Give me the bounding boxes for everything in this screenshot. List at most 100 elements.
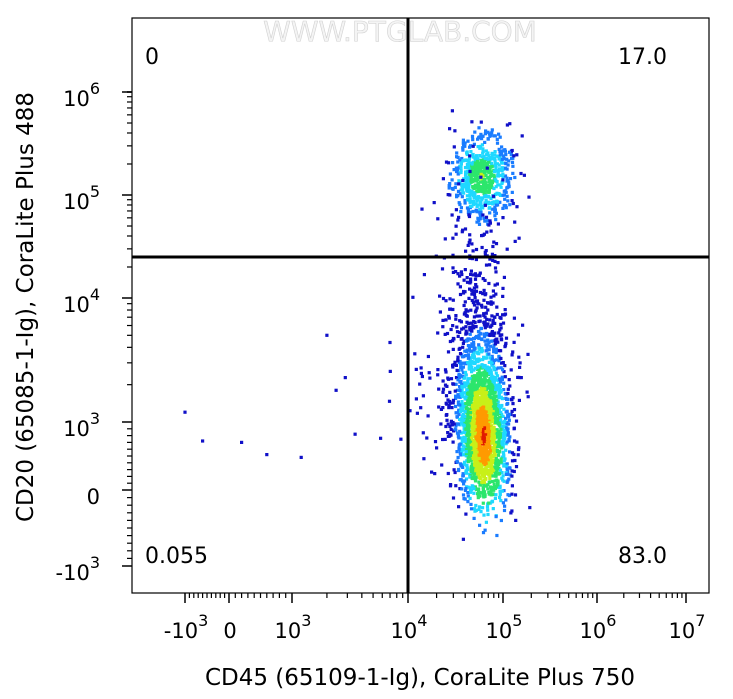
event-dot — [493, 496, 497, 500]
event-dot — [482, 457, 486, 461]
event-dot — [466, 243, 470, 247]
event-dot — [494, 270, 498, 274]
event-dot — [486, 404, 490, 408]
event-dot — [490, 465, 494, 469]
event-dot — [500, 476, 504, 480]
event-dot — [498, 486, 502, 490]
event-dot — [454, 317, 458, 321]
event-dot — [473, 456, 477, 460]
event-dot — [460, 487, 464, 491]
event-dot — [510, 353, 514, 357]
event-dot — [488, 421, 492, 425]
event-dot — [473, 404, 477, 408]
event-dot — [500, 489, 504, 493]
event-dot — [468, 390, 472, 394]
event-dot — [467, 415, 471, 419]
event-dot — [494, 218, 498, 222]
plot-frame — [131, 17, 710, 594]
event-dot — [480, 143, 484, 147]
event-dot — [477, 384, 481, 388]
event-dot — [469, 269, 473, 273]
event-dot — [474, 186, 478, 190]
event-dot — [500, 403, 504, 408]
event-dot — [487, 281, 491, 286]
event-dot — [495, 478, 499, 482]
event-dot — [475, 401, 479, 405]
event-dot — [450, 186, 455, 191]
event-dot — [480, 473, 485, 477]
event-dot — [490, 164, 494, 169]
event-dot — [462, 289, 466, 294]
event-dot — [456, 395, 460, 399]
x-tick-exponent: 5 — [512, 611, 522, 630]
event-dot — [505, 167, 509, 171]
event-dot — [501, 175, 505, 179]
event-dot — [469, 176, 473, 180]
event-dot — [444, 370, 448, 374]
event-dot — [485, 230, 489, 234]
event-dot — [493, 387, 497, 391]
event-dot — [456, 218, 460, 222]
event-dot — [513, 239, 517, 243]
event-dot — [492, 482, 496, 487]
event-dot — [493, 453, 497, 457]
event-dot — [505, 176, 509, 180]
event-dot — [459, 161, 463, 165]
event-dot — [486, 168, 490, 172]
event-dot — [491, 479, 495, 484]
event-dot — [201, 439, 205, 443]
event-dot — [504, 448, 508, 452]
event-dot — [448, 432, 452, 436]
event-dot — [452, 145, 456, 149]
event-dot — [474, 202, 478, 206]
event-dot — [471, 273, 475, 277]
event-dot — [470, 192, 474, 196]
event-dot — [461, 371, 465, 375]
event-dot — [509, 149, 513, 153]
event-dot — [515, 205, 519, 209]
event-dot — [471, 169, 475, 173]
event-dot — [462, 361, 466, 365]
event-dot — [480, 198, 484, 202]
event-dot — [465, 411, 469, 415]
event-dot — [458, 429, 462, 433]
event-dot — [470, 370, 474, 374]
event-dot — [462, 303, 466, 308]
event-dot — [475, 314, 479, 318]
event-dot — [446, 398, 450, 402]
event-dot — [494, 371, 498, 375]
event-dot — [470, 469, 474, 473]
event-dot — [458, 374, 462, 378]
event-dot — [499, 380, 503, 384]
event-dot — [482, 298, 486, 302]
event-dot — [463, 268, 467, 272]
event-dot — [415, 411, 419, 415]
event-dot — [467, 423, 471, 427]
event-dot — [456, 334, 460, 338]
event-dot — [482, 468, 486, 472]
event-dot — [477, 357, 481, 361]
event-dot — [477, 336, 481, 340]
event-dot — [476, 411, 480, 415]
event-dot — [463, 166, 468, 170]
event-dot — [484, 162, 488, 167]
event-dot — [452, 382, 456, 386]
event-dot — [484, 466, 488, 470]
event-dot — [494, 203, 498, 207]
event-dot — [484, 418, 488, 422]
event-dot — [475, 199, 479, 203]
event-dot — [491, 391, 495, 396]
event-dot — [498, 495, 502, 500]
event-dot — [487, 360, 491, 364]
event-dot — [465, 206, 470, 210]
event-dot — [465, 466, 469, 470]
event-dot — [527, 195, 531, 199]
event-dot — [466, 344, 470, 348]
event-dot — [496, 430, 500, 434]
event-dot — [448, 307, 452, 311]
event-dot — [458, 380, 462, 384]
event-dot — [481, 432, 485, 436]
event-dot — [428, 376, 432, 380]
event-dot — [458, 202, 462, 207]
